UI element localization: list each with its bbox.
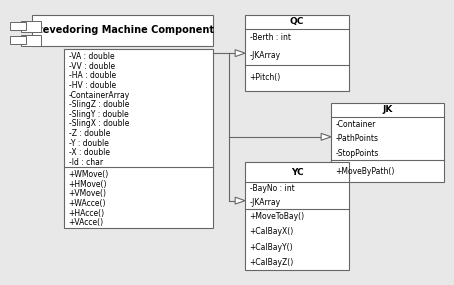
- Text: +WMove(): +WMove(): [69, 170, 109, 179]
- Text: +WAcce(): +WAcce(): [69, 199, 106, 208]
- Text: -StopPoints: -StopPoints: [336, 149, 379, 158]
- Text: -Berth : int: -Berth : int: [250, 33, 291, 42]
- Bar: [245, 162, 349, 270]
- Text: -VA : double: -VA : double: [69, 52, 114, 61]
- Text: YC: YC: [291, 168, 303, 176]
- Bar: [21, 35, 41, 46]
- Text: +Pitch(): +Pitch(): [250, 74, 281, 82]
- Text: -Id : char: -Id : char: [69, 158, 103, 167]
- Text: +CalBayZ(): +CalBayZ(): [250, 258, 294, 267]
- Text: -JKArray: -JKArray: [250, 198, 281, 207]
- Text: QC: QC: [290, 17, 304, 26]
- Text: +MoveToBay(): +MoveToBay(): [250, 212, 305, 221]
- Text: +VMove(): +VMove(): [69, 190, 107, 198]
- Text: +CalBayX(): +CalBayX(): [250, 227, 294, 236]
- Text: +CalBayY(): +CalBayY(): [250, 243, 293, 252]
- Text: +VAcce(): +VAcce(): [69, 218, 104, 227]
- Polygon shape: [235, 197, 245, 204]
- Text: -Z : double: -Z : double: [69, 129, 110, 138]
- Text: -HV : double: -HV : double: [69, 81, 116, 90]
- Text: +MoveByPath(): +MoveByPath(): [336, 167, 395, 176]
- Bar: [21, 21, 41, 32]
- Text: -HA : double: -HA : double: [69, 71, 116, 80]
- Text: Stevedoring Machine Component: Stevedoring Machine Component: [31, 25, 214, 35]
- Polygon shape: [235, 50, 245, 57]
- Text: -PathPoints: -PathPoints: [336, 134, 379, 143]
- Text: -SlingX : double: -SlingX : double: [69, 119, 129, 128]
- Text: +HMove(): +HMove(): [69, 180, 107, 189]
- Bar: [245, 15, 349, 91]
- Text: -Y : double: -Y : double: [69, 139, 109, 148]
- Bar: [331, 103, 444, 182]
- Bar: [10, 22, 25, 30]
- Text: -SlingZ : double: -SlingZ : double: [69, 100, 129, 109]
- Bar: [64, 49, 213, 228]
- Text: -VV : double: -VV : double: [69, 62, 115, 71]
- Text: -JKArray: -JKArray: [250, 51, 281, 60]
- Polygon shape: [321, 133, 331, 140]
- Text: -ContainerArray: -ContainerArray: [69, 91, 130, 99]
- Text: -Container: -Container: [336, 120, 376, 129]
- Text: JK: JK: [382, 105, 393, 115]
- Text: -BayNo : int: -BayNo : int: [250, 184, 294, 193]
- Text: +HAcce(): +HAcce(): [69, 209, 105, 218]
- Bar: [10, 36, 25, 44]
- Text: -X : double: -X : double: [69, 148, 109, 157]
- Bar: [32, 15, 213, 46]
- Text: -SlingY : double: -SlingY : double: [69, 110, 128, 119]
